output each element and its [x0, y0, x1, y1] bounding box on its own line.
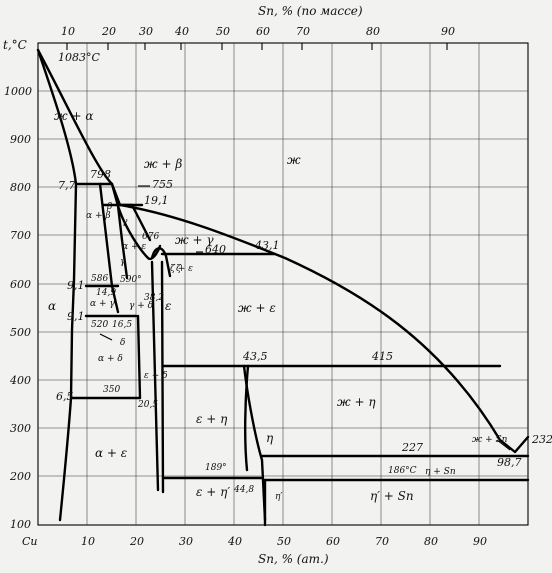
bottom-tick: 60	[326, 535, 340, 548]
bottom-tick: 20	[129, 535, 144, 548]
top-tick: 60	[256, 25, 270, 38]
bottom-axis-title: Sn, % (ат.)	[258, 552, 329, 566]
phase-label: ε + δ	[144, 371, 168, 381]
comp-label: 43,5	[242, 350, 268, 363]
phase-label: β	[106, 202, 112, 212]
temp-label: 755	[152, 178, 173, 191]
left-tick: 700	[10, 229, 31, 242]
phase-label: α + β	[86, 211, 111, 221]
phase-label: α + γ	[90, 299, 115, 309]
phase-label: α	[48, 299, 56, 313]
composition-labels: 7,7 19,1 43,1 9,1 14,9 9,1 16,5 6,5 20,5…	[56, 179, 522, 495]
comp-label: 9,1	[67, 279, 85, 292]
phase-label: ж + α	[54, 109, 93, 123]
left-axis: t,°C 1000 900 800 700 600 500 400 300 20…	[3, 38, 32, 531]
comp-label: 14,9	[96, 288, 116, 298]
temp-label: 350	[103, 385, 120, 395]
temp-label: 415	[371, 350, 393, 363]
comp-label: 7,7	[58, 179, 76, 192]
left-tick: 100	[10, 518, 31, 531]
comp-label: 38,2	[144, 293, 164, 303]
bottom-tick: 80	[424, 535, 438, 548]
temp-label: 189°	[205, 463, 227, 473]
phase-label: γ + δ	[129, 301, 153, 311]
temp-label: 640	[205, 243, 226, 256]
comp-label: 9,1	[67, 310, 85, 323]
top-tick: 40	[174, 25, 189, 38]
bottom-axis: Cu 10 20 30 40 50 60 70 80 90 Sn, % (ат.…	[22, 535, 487, 566]
top-tick: 90	[441, 25, 455, 38]
left-tick: 500	[10, 326, 31, 339]
top-axis: 10 20 30 40 50 60 70 80 90 Sn, % (по мас…	[61, 4, 455, 38]
top-axis-title: Sn, % (по массе)	[258, 4, 363, 18]
phase-label: η′	[275, 492, 282, 502]
phase-label: ε	[165, 299, 171, 313]
phase-label: γ	[120, 257, 126, 267]
top-tick: 50	[216, 25, 230, 38]
left-axis-title: t,°C	[3, 38, 27, 52]
bottom-tick: 10	[81, 535, 95, 548]
top-tick: 20	[101, 25, 116, 38]
bottom-tick: 40	[227, 535, 242, 548]
phase-label: γ	[122, 217, 128, 227]
comp-label: 20,5	[137, 400, 158, 410]
phase-label: ж	[287, 153, 301, 167]
phase-label: ж + Sn	[472, 435, 508, 445]
bottom-tick: 70	[375, 535, 389, 548]
temp-label: 232	[531, 433, 552, 446]
phase-label: α + δ	[98, 354, 123, 364]
leader-lines	[99, 185, 511, 451]
phase-labels: ж + α ж ж + β α + β β γ α + ε ж + γ γ ζ …	[48, 109, 508, 503]
top-tick: 80	[366, 25, 380, 38]
phase-label: δ	[120, 338, 125, 348]
bottom-origin: Cu	[22, 535, 38, 548]
phase-label: ζ + ε	[170, 264, 193, 274]
temp-label: 798	[90, 168, 111, 181]
comp-label: 6,5	[56, 390, 74, 403]
phase-label: ζ	[176, 264, 182, 274]
phase-label: η	[266, 431, 274, 445]
left-tick: 900	[10, 133, 31, 146]
comp-label: 44,8	[233, 485, 254, 495]
phase-label: ж + β	[144, 157, 182, 171]
left-tick: 400	[9, 374, 31, 387]
phase-label: α + ε	[95, 446, 127, 460]
temp-label: 586	[91, 274, 108, 284]
phase-label: ж + η	[337, 395, 376, 409]
bottom-tick: 90	[473, 535, 487, 548]
bottom-tick: 50	[277, 535, 291, 548]
grid	[37, 42, 529, 526]
comp-label: 19,1	[144, 194, 169, 207]
phase-label: ж + γ	[175, 233, 214, 247]
comp-label: 98,7	[497, 456, 522, 469]
top-tick: 70	[296, 25, 310, 38]
phase-boundaries	[36, 48, 530, 527]
temp-label: 186°С	[388, 466, 417, 476]
temp-label: 227	[401, 441, 423, 454]
comp-label: 16,5	[112, 320, 132, 330]
temp-label: 520	[91, 320, 108, 330]
left-tick: 600	[10, 278, 31, 291]
phase-label: α + ε	[122, 242, 146, 252]
left-tick: 800	[10, 181, 31, 194]
top-tick: 30	[139, 25, 153, 38]
left-tick: 1000	[4, 85, 32, 98]
phase-label: ж + ε	[238, 301, 276, 315]
temp-label: 676	[142, 232, 159, 242]
phase-label: ε + η′	[196, 485, 230, 499]
temperature-labels: 1083°С 798 755 676 640 590° 586 520 415 …	[58, 51, 552, 476]
phase-label: η + Sn	[425, 467, 456, 477]
left-tick: 300	[10, 422, 31, 435]
left-tick: 200	[9, 470, 31, 483]
comp-label: 43,1	[254, 239, 280, 252]
bottom-tick: 30	[179, 535, 193, 548]
phase-label: η′ + Sn	[370, 489, 414, 503]
phase-label: ε + η	[196, 412, 228, 426]
temp-label: 590°	[120, 275, 142, 285]
temp-label: 1083°С	[58, 51, 100, 64]
top-tick: 10	[61, 25, 75, 38]
